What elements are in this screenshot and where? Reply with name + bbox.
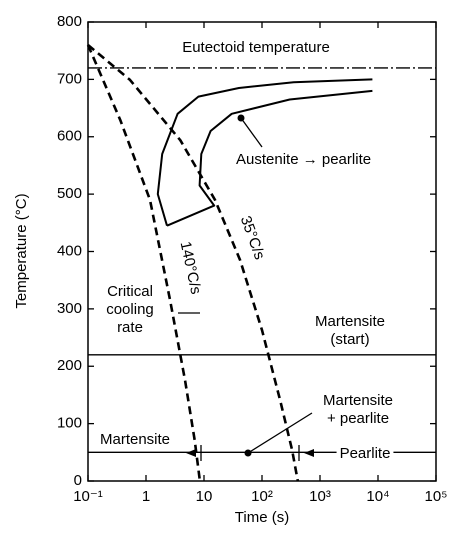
x-tick-label: 10⁴: [366, 488, 389, 505]
pointer-line: [247, 412, 313, 454]
annotation: Martensite: [323, 392, 393, 409]
annotation: (start): [330, 331, 369, 348]
x-tick-label: 1: [142, 488, 150, 505]
label-bg: [96, 430, 174, 448]
annotation: 35°C/s: [237, 214, 268, 262]
annotation: + pearlite: [327, 410, 389, 427]
y-tick-label: 700: [57, 70, 82, 87]
pointer-line: [240, 117, 263, 148]
annotation: Critical: [107, 283, 153, 300]
annotation: 140°C/s: [177, 240, 205, 296]
x-tick-label: 10⁵: [425, 488, 448, 505]
annotation: Martensite: [315, 313, 385, 330]
curve: [166, 89, 373, 227]
y-tick-label: 600: [57, 128, 82, 145]
annotation: rate: [117, 319, 143, 336]
y-tick-label: 200: [57, 357, 82, 374]
y-tick-label: 400: [57, 242, 82, 259]
y-axis-label: Temperature (°C): [13, 193, 30, 308]
y-tick-label: 300: [57, 300, 82, 317]
x-tick-label: 10: [196, 488, 213, 505]
annotation: Austenite → pearlite: [236, 151, 371, 168]
curve: [87, 44, 300, 482]
label-bg: [336, 444, 394, 462]
y-tick-label: 0: [74, 472, 82, 489]
y-tick-label: 500: [57, 185, 82, 202]
curve: [156, 78, 373, 226]
x-tick-label: 10⁻¹: [73, 488, 103, 505]
x-tick-label: 10³: [309, 488, 331, 505]
y-tick-label: 800: [57, 13, 82, 30]
annotation: Eutectoid temperature: [182, 39, 330, 56]
curve: [86, 44, 202, 482]
annotation: cooling: [106, 301, 154, 318]
annotation: Pearlite: [340, 445, 391, 462]
annotation: Martensite: [100, 431, 170, 448]
y-tick-label: 100: [57, 415, 82, 432]
x-axis-label: Time (s): [235, 509, 289, 526]
x-tick-label: 10²: [251, 488, 273, 505]
